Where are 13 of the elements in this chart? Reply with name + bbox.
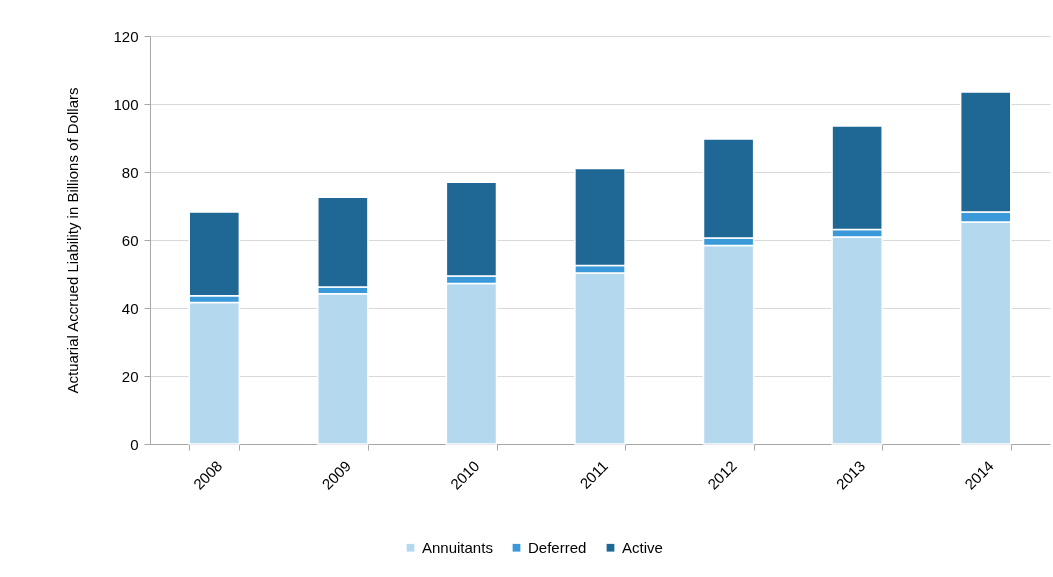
y-tick-label: 60 [121,231,139,249]
legend-label: Annuitants [422,538,493,556]
y-tick-label: 40 [121,299,139,317]
y-tick-label: 120 [113,27,139,45]
bar [317,292,369,445]
legend-label: Active [622,538,663,556]
y-axis-title: Actuarial Accrued Liability in Billions of Dollars [64,87,82,394]
y-tick-label: 0 [130,435,139,453]
y-tick-label: 80 [121,163,139,181]
y-tick-label: 20 [121,367,139,385]
legend-label: Deferred [528,538,587,556]
bar [188,301,241,445]
y-tick-label: 100 [113,95,139,113]
